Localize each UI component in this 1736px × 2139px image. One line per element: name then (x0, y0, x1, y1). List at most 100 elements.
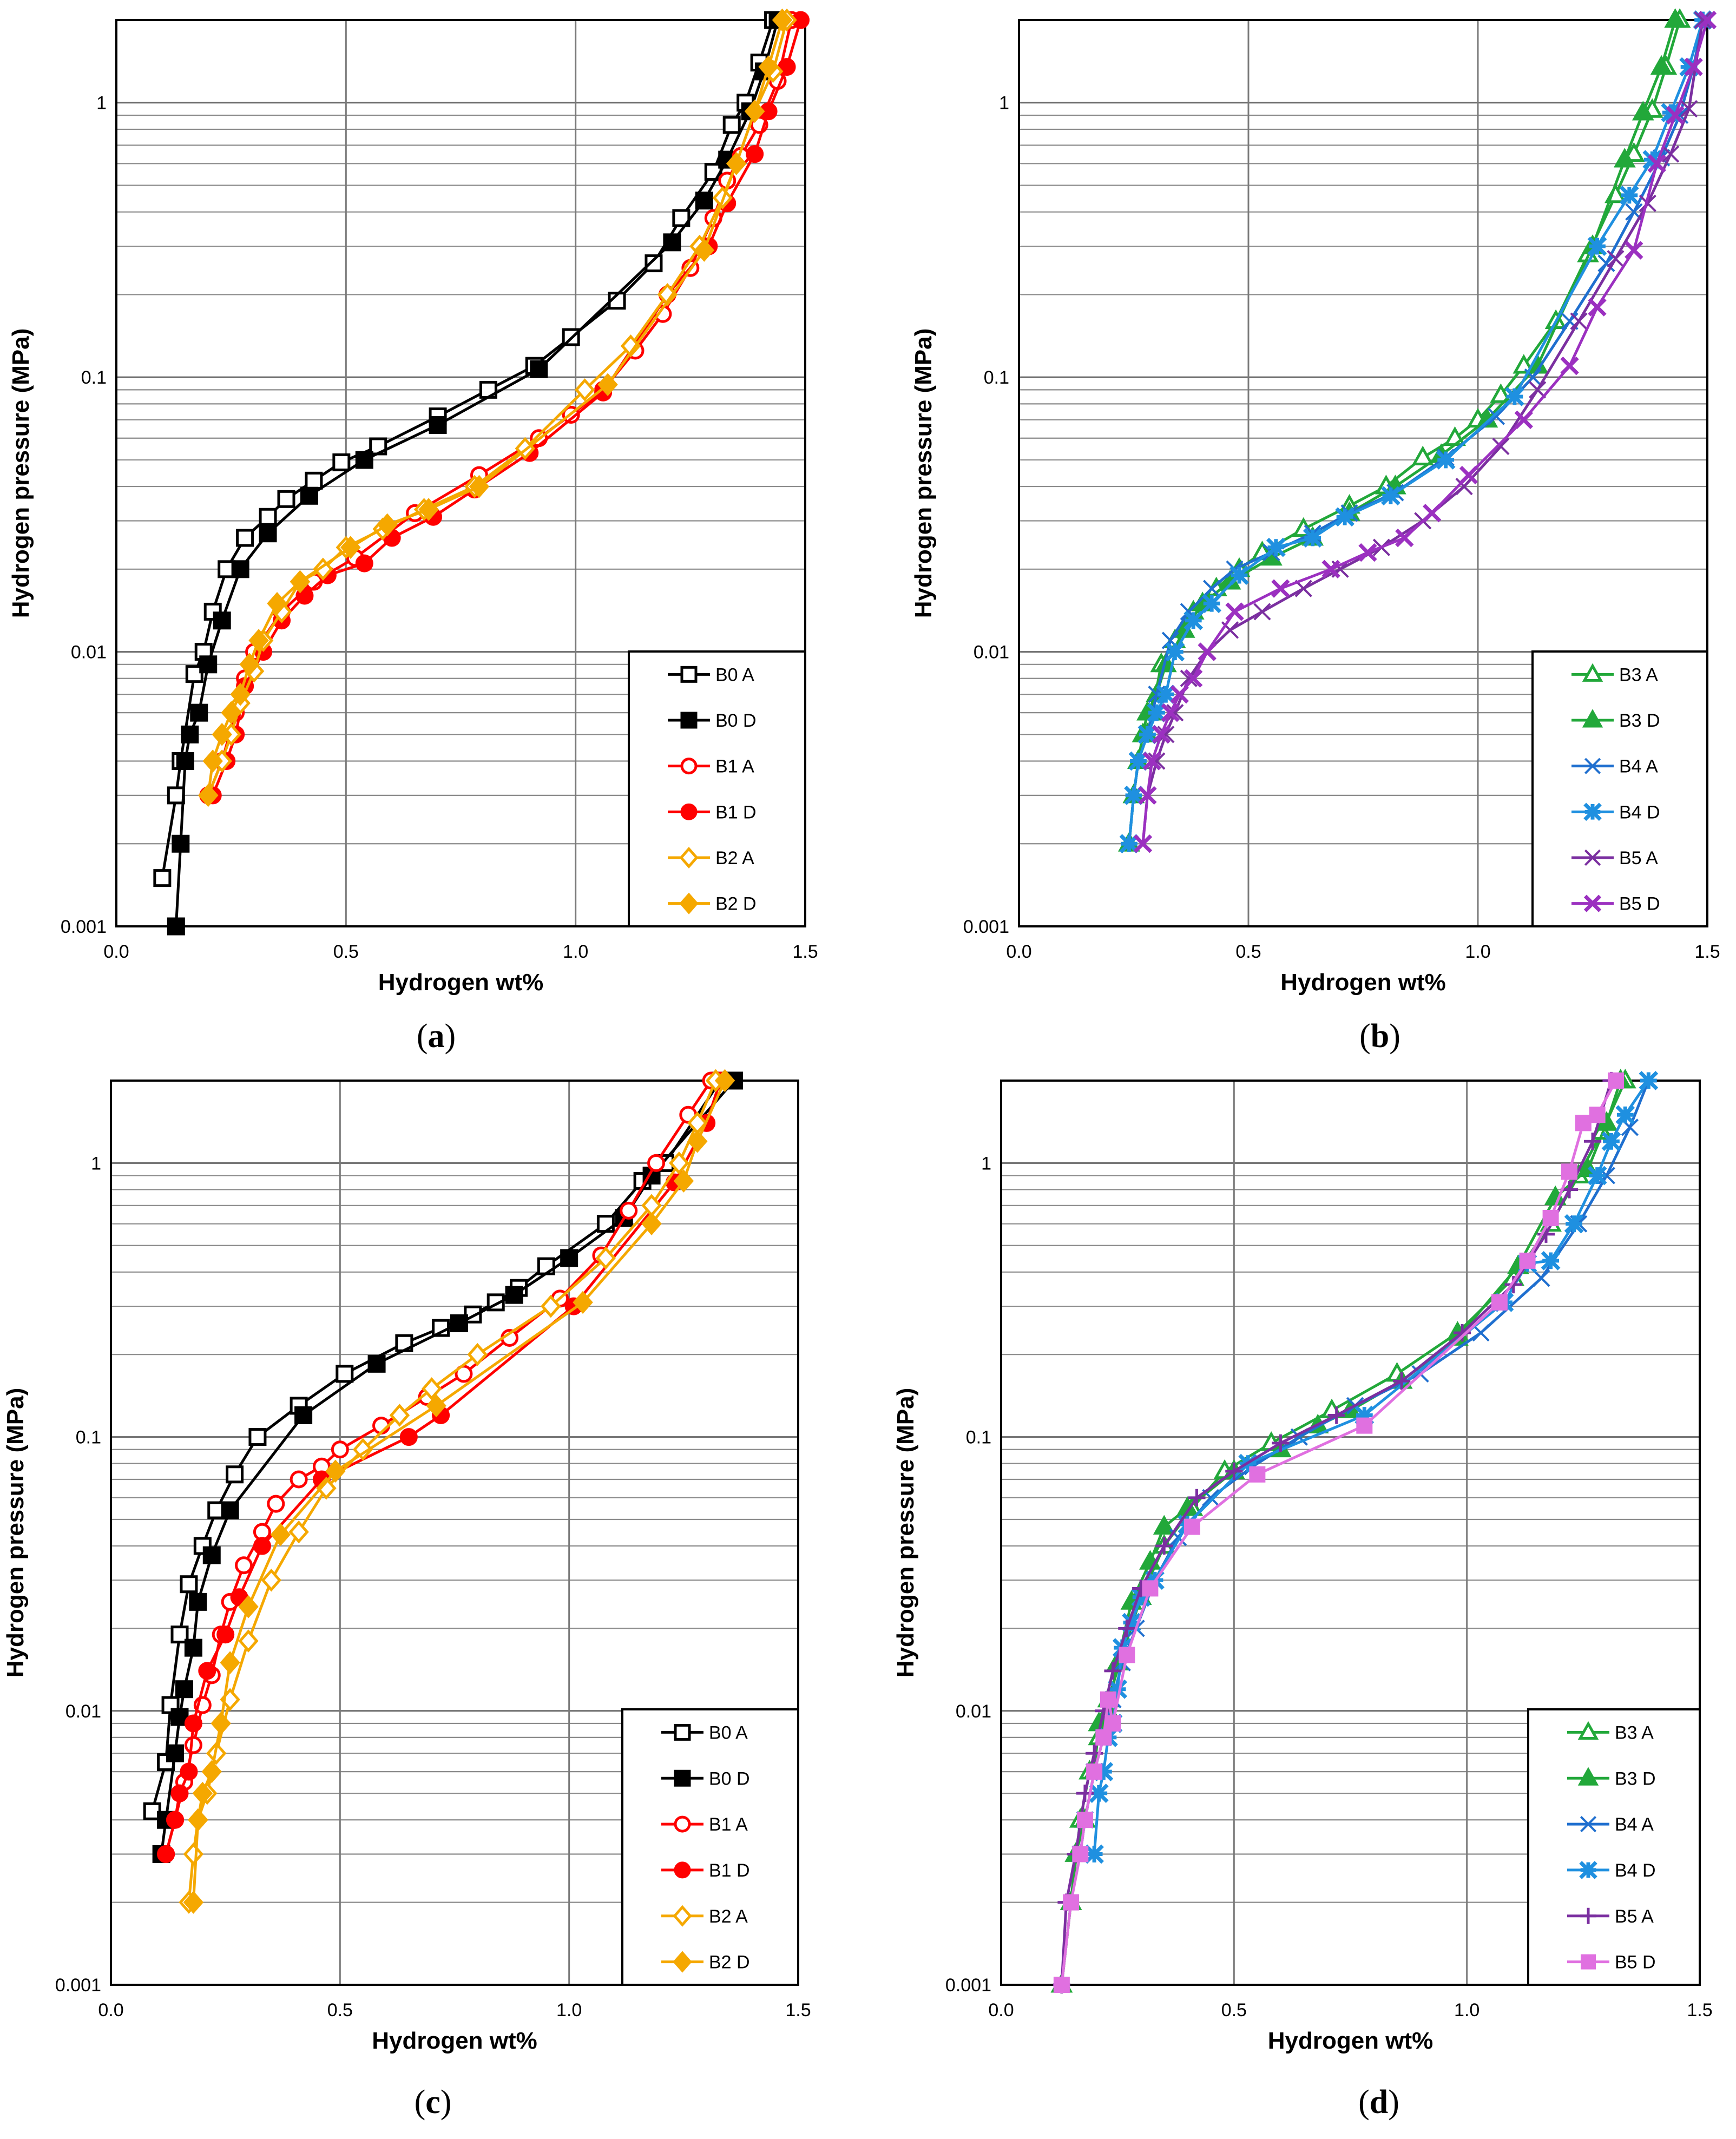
legend-label: B2 D (709, 1952, 750, 1973)
data-point (469, 475, 490, 498)
chart-panel-a: 0.0 0.5 1.0 1.5 0.001 0.01 0.1 1 Hydrogen wt% Hyd… (8, 8, 818, 1055)
data-point (290, 570, 311, 594)
data-point (202, 749, 223, 773)
data-point (1597, 254, 1615, 272)
data-point (505, 1286, 523, 1304)
legend-label: B5 D (1619, 894, 1660, 914)
legend-marker (1577, 1767, 1599, 1786)
x-tick-label: 1.5 (785, 2000, 811, 2020)
data-point (170, 1784, 189, 1802)
legend-marker (680, 758, 698, 775)
data-point (1152, 725, 1171, 744)
data-point (1395, 528, 1414, 548)
legend-label: B2 D (715, 894, 757, 914)
y-tick-label: 0.001 (61, 917, 107, 937)
series-line (165, 1080, 722, 1855)
data-point (1108, 1679, 1128, 1699)
legend-marker (674, 1815, 691, 1833)
data-point (1356, 1417, 1373, 1434)
data-point (198, 784, 219, 807)
x-tick-label: 1.0 (563, 942, 588, 962)
data-point (259, 524, 277, 543)
data-point (429, 416, 447, 434)
data-point (1225, 602, 1244, 621)
data-point (1561, 1163, 1578, 1180)
data-point (663, 233, 681, 252)
series-b2-d (198, 8, 793, 807)
panel-label: (a) (417, 1018, 456, 1055)
data-point (1142, 1580, 1159, 1597)
data-point (573, 1291, 593, 1314)
legend-marker (674, 1769, 691, 1787)
data-point (695, 192, 713, 210)
data-point (1358, 543, 1377, 562)
data-point (221, 701, 241, 725)
data-point (1183, 610, 1204, 630)
data-point (290, 1470, 308, 1489)
data-point (184, 1714, 202, 1733)
data-point (1436, 450, 1456, 470)
data-point (267, 591, 287, 615)
panel-label: (d) (1358, 2084, 1399, 2121)
data-point (1133, 834, 1153, 853)
legend-marker (1581, 1954, 1596, 1970)
data-point (1104, 1715, 1121, 1732)
data-point (1335, 507, 1354, 527)
series-line (1128, 19, 1677, 844)
data-point (166, 1811, 185, 1829)
legend-label: B2 A (709, 1906, 748, 1927)
plot-frame (115, 19, 806, 927)
legend-label: B4 D (1615, 1860, 1656, 1881)
data-point (248, 629, 269, 652)
x-tick-label: 0.0 (1006, 942, 1031, 962)
data-point (1588, 298, 1607, 317)
data-point (1272, 1434, 1290, 1452)
data-point (450, 1314, 468, 1333)
data-point (1271, 579, 1290, 598)
y-tick-label: 0.01 (71, 642, 107, 663)
data-point (1632, 101, 1654, 121)
legend-marker (680, 712, 698, 729)
data-point (1607, 250, 1625, 268)
data-point (221, 1501, 239, 1519)
data-point (1680, 100, 1698, 118)
data-point (1138, 786, 1157, 805)
data-point (1170, 685, 1189, 704)
data-point (537, 1257, 555, 1275)
series-line (1128, 19, 1704, 844)
data-point (530, 360, 548, 378)
y-tick-label: 1 (981, 1153, 991, 1174)
data-point (1639, 1071, 1659, 1090)
y-axis-title: Hydrogen pressure (MPa) (8, 328, 34, 618)
data-point (1533, 1269, 1550, 1287)
y-tick-label: 0.001 (963, 917, 1009, 937)
legend-marker (1580, 1816, 1597, 1833)
data-point (1519, 1252, 1536, 1269)
y-axis-title: Hydrogen pressure (MPa) (892, 1388, 919, 1677)
data-point (325, 1459, 346, 1483)
data-point (574, 378, 595, 402)
data-point (172, 834, 190, 853)
data-point (1229, 565, 1249, 585)
data-point (226, 1465, 244, 1484)
data-point (181, 725, 199, 743)
data-point (1615, 1105, 1635, 1125)
data-point (248, 1428, 267, 1446)
legend-label: B0 A (709, 1722, 748, 1743)
x-tick-label: 0.5 (1235, 942, 1261, 962)
data-point (694, 239, 715, 262)
data-point (620, 1201, 638, 1220)
data-point (1166, 704, 1184, 722)
data-point (190, 703, 208, 722)
data-point (1698, 10, 1717, 30)
data-point (1128, 751, 1148, 771)
data-point (1542, 1209, 1559, 1226)
panel-letter: c (425, 2084, 440, 2121)
data-point (1666, 106, 1685, 125)
data-point (212, 723, 232, 746)
data-point (238, 1595, 259, 1618)
data-point (687, 1130, 708, 1153)
data-point (1142, 752, 1162, 771)
plot-frame (110, 1080, 799, 1986)
legend-marker (1583, 802, 1602, 821)
